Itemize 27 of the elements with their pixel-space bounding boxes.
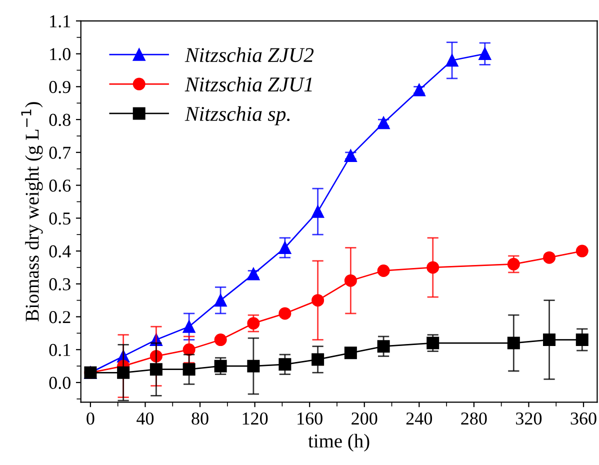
x-tick-label: 200 xyxy=(352,412,378,425)
x-tick-label: 120 xyxy=(242,412,268,425)
y-tick-label: 1.0 xyxy=(50,48,70,60)
y-tick-label: 0.0 xyxy=(49,376,70,390)
x-tick-label: 360 xyxy=(570,412,596,425)
x-tick-label: 160 xyxy=(298,412,322,425)
y-tick-label: 0.1 xyxy=(49,344,70,356)
x-tick-label: 0 xyxy=(86,412,94,425)
y-tick-label: 0.4 xyxy=(49,245,71,258)
y-tick-label: 0.5 xyxy=(49,212,70,225)
y-tick-label: 0.7 xyxy=(49,146,71,159)
x-tick-label: 80 xyxy=(192,412,208,425)
x-tick-label: 40 xyxy=(136,412,154,425)
y-tick-label: 0.6 xyxy=(49,180,71,192)
x-tick-label: 320 xyxy=(516,412,542,425)
legend-label: Nitzschia ZJU2 xyxy=(184,47,314,62)
x-tick-label: 240 xyxy=(406,412,432,425)
x-axis-title: time (h) xyxy=(308,434,370,452)
legend-label: Nitzschia ZJU1 xyxy=(184,76,312,92)
y-axis-title: Biomass dry weight (g L$^{−1}$) xyxy=(21,102,43,322)
legend-label: Nitzschia sp. xyxy=(184,106,290,126)
y-tick-label: 1.1 xyxy=(50,15,70,28)
y-tick-label: 0.9 xyxy=(49,80,70,94)
x-tick-label: 280 xyxy=(461,412,487,425)
y-tick-label: 0.8 xyxy=(49,114,70,126)
y-tick-label: 0.3 xyxy=(49,278,70,290)
y-tick-label: 0.2 xyxy=(49,311,70,324)
